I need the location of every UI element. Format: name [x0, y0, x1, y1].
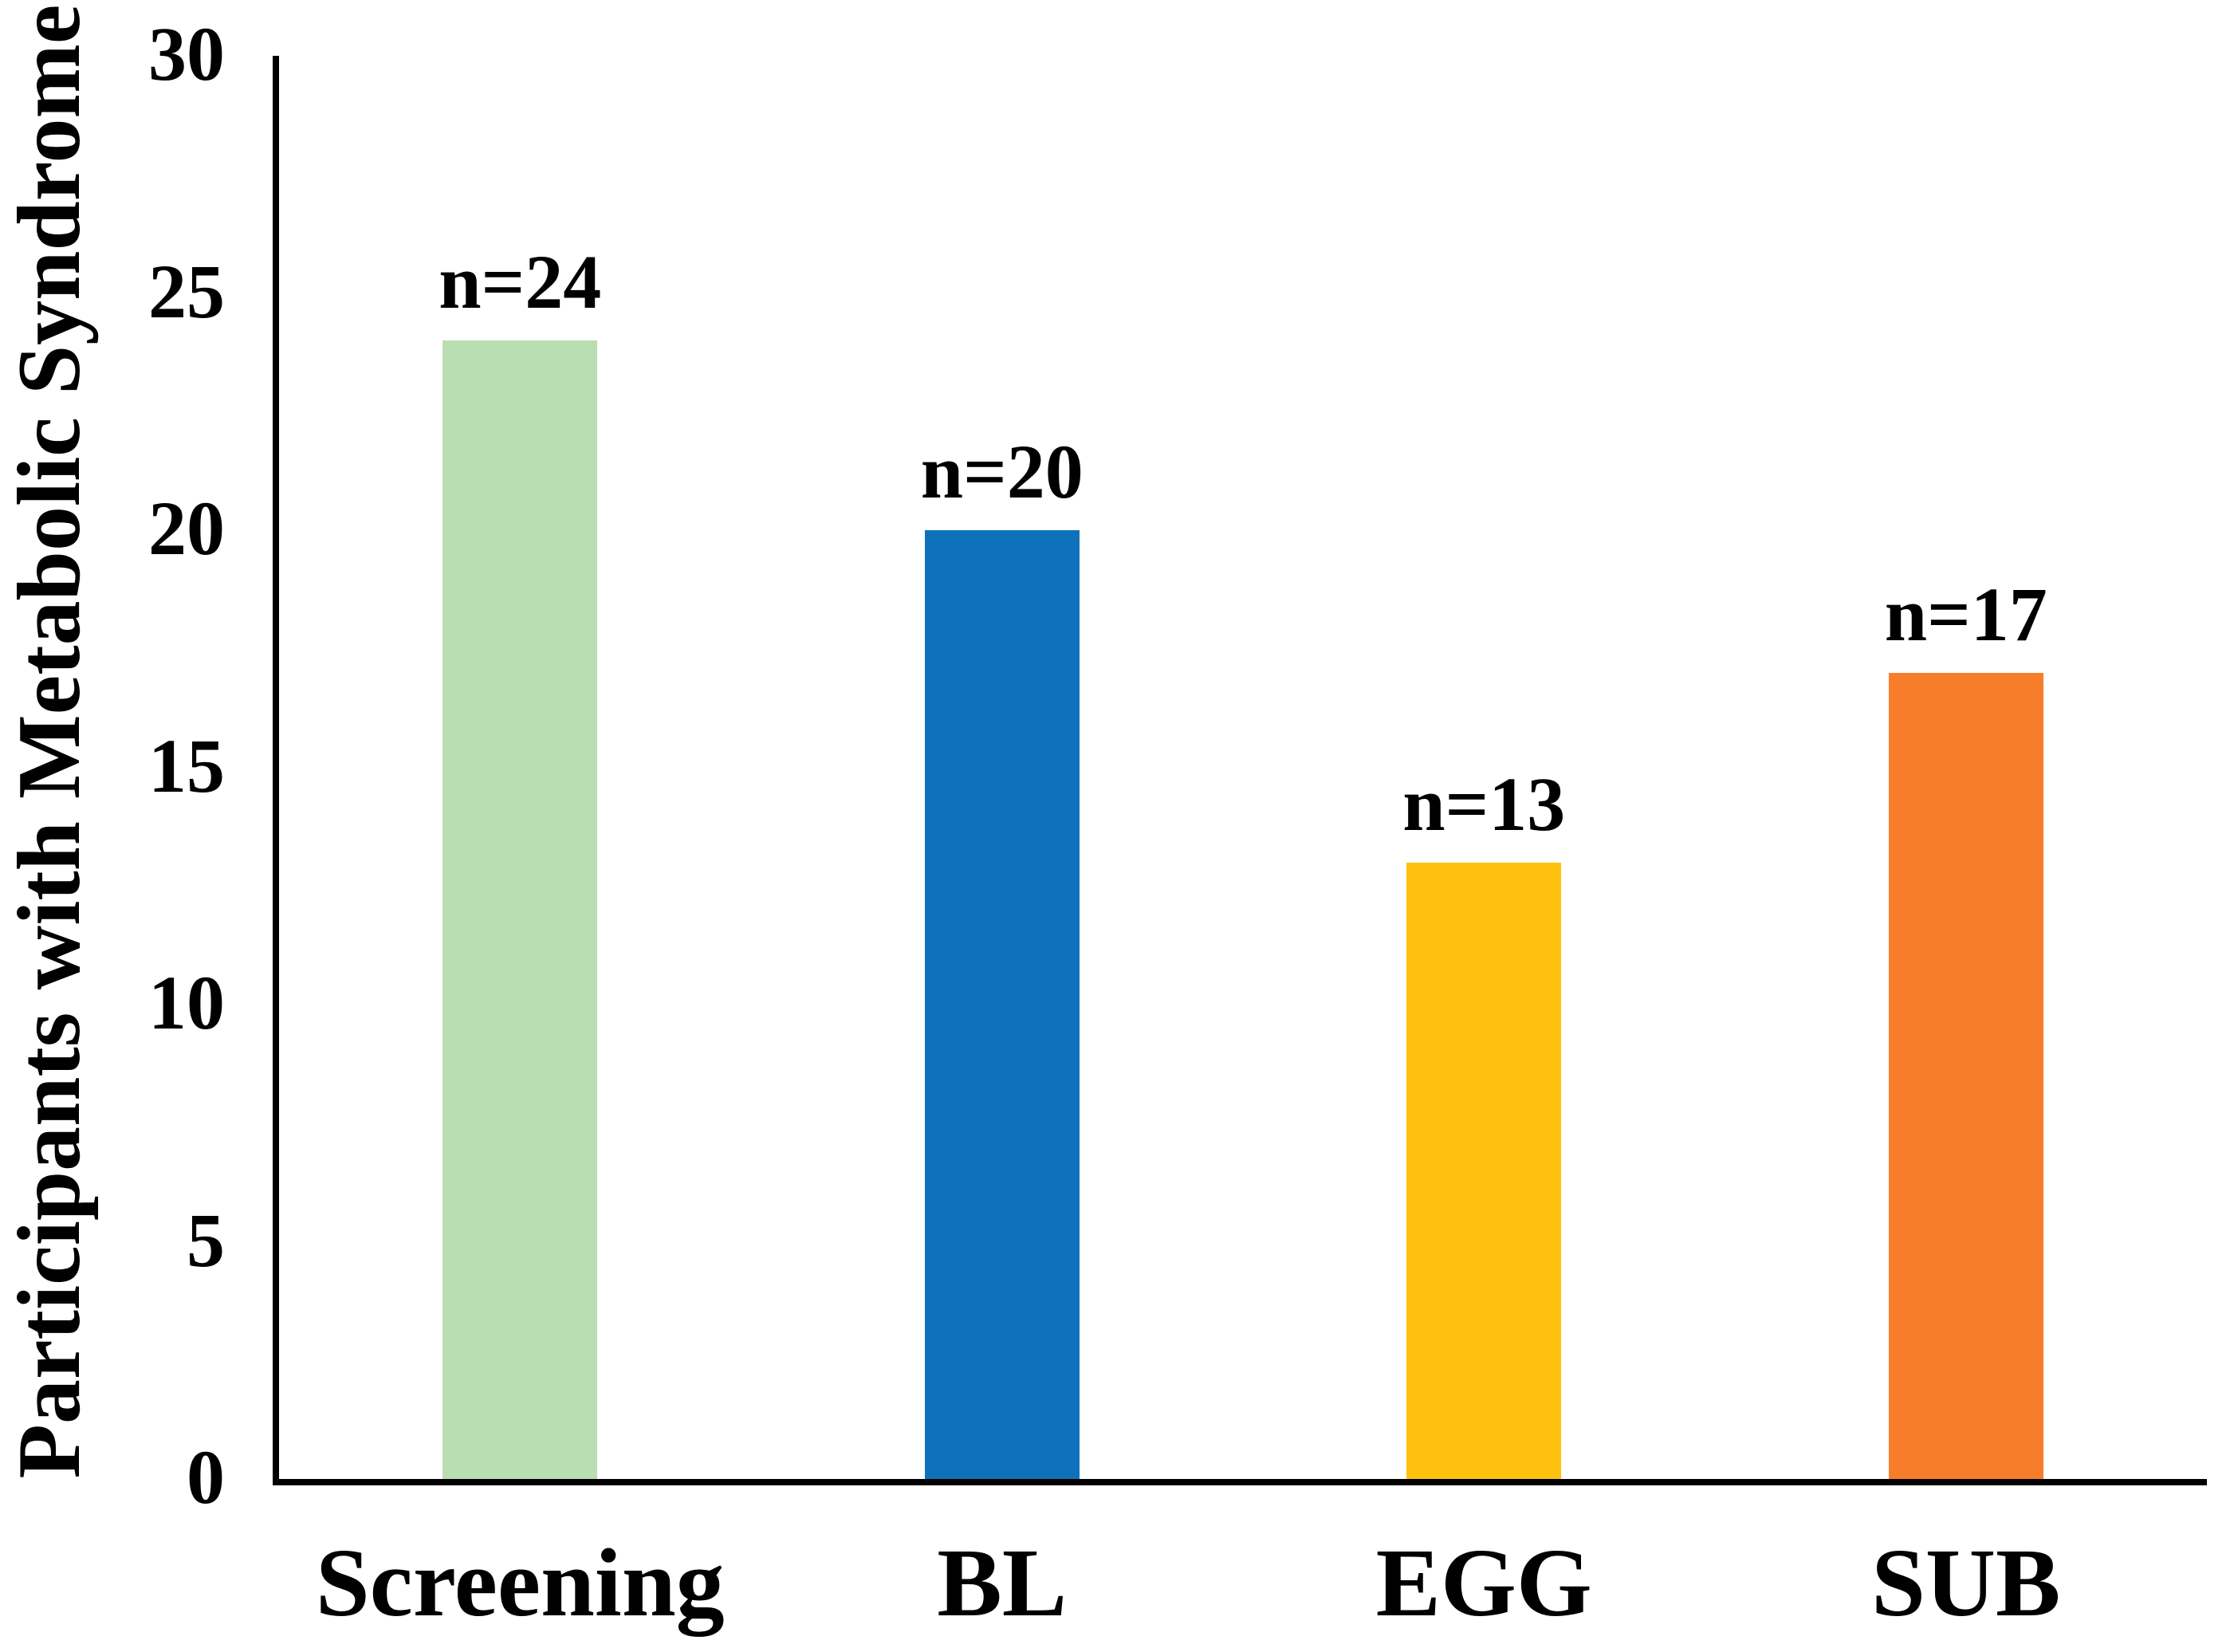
bar-screening [442, 340, 598, 1479]
bar-value-label: n=24 [439, 239, 602, 324]
plot-area: n=24 n=20 n=13 n=17 [273, 56, 2207, 1485]
bar-bl [924, 530, 1080, 1479]
y-tick-label: 15 [148, 722, 225, 808]
y-tick-label: 30 [148, 11, 225, 97]
y-tick-label: 20 [148, 486, 225, 572]
y-tick-label: 5 [187, 1197, 225, 1283]
bar-sub [1888, 672, 2043, 1479]
bar-value-label: n=20 [920, 429, 1084, 514]
x-category-label-egg: EGG [1375, 1529, 1592, 1637]
x-category-label-sub: SUB [1871, 1529, 2061, 1637]
y-tick-label: 0 [187, 1434, 225, 1520]
bar-value-label: n=17 [1884, 571, 2047, 657]
bar-value-label: n=13 [1402, 761, 1566, 847]
y-tick-label: 25 [148, 248, 225, 334]
x-category-label-bl: BL [937, 1529, 1068, 1637]
y-tick-label: 10 [148, 960, 225, 1046]
x-category-label-screening: Screening [315, 1529, 725, 1637]
bar-egg [1406, 862, 1562, 1479]
